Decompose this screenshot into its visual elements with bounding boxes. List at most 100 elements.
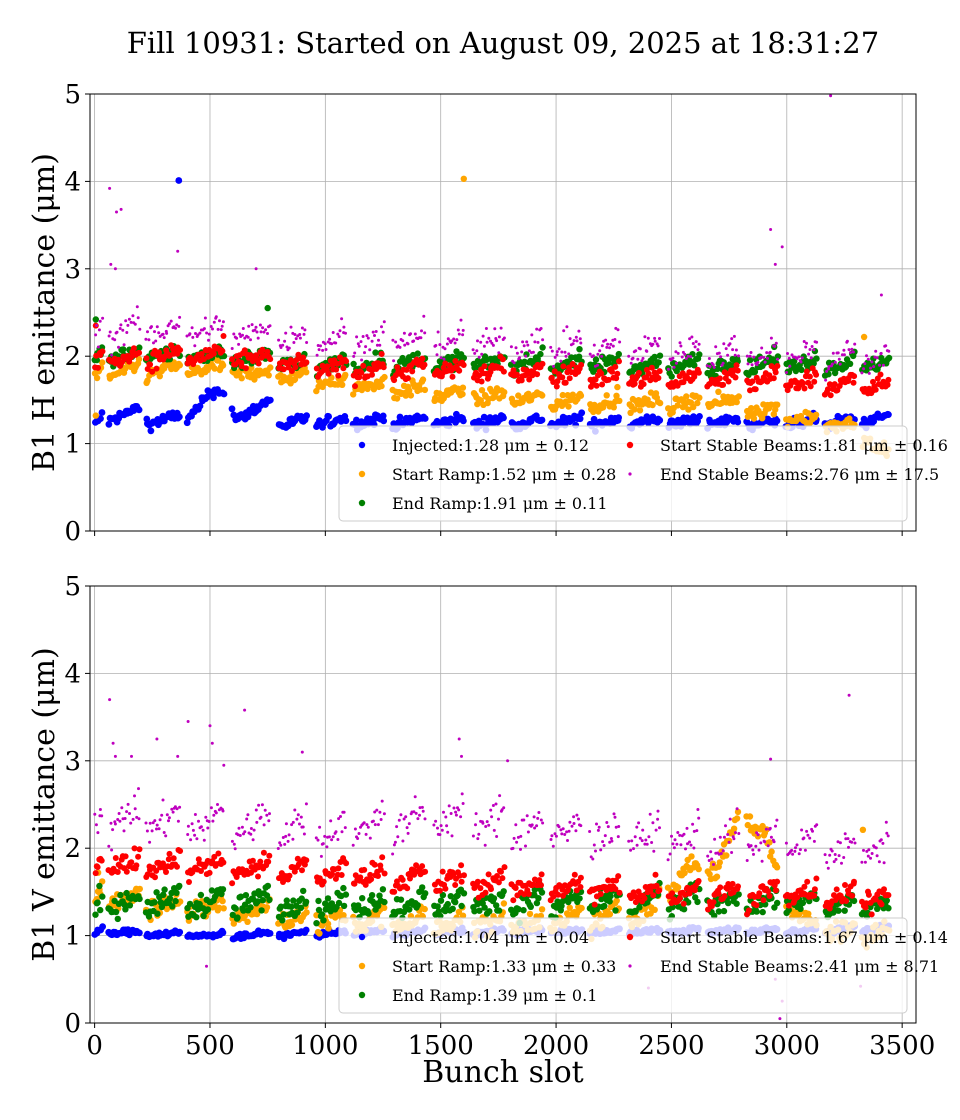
data-point xyxy=(128,354,135,361)
data-point xyxy=(647,888,654,894)
data-point xyxy=(381,898,388,906)
data-point xyxy=(769,835,773,839)
data-point xyxy=(170,807,174,811)
data-point xyxy=(837,357,841,361)
legend-marker xyxy=(358,991,366,999)
data-point xyxy=(575,353,583,360)
data-point xyxy=(238,375,245,382)
data-point xyxy=(825,861,829,864)
data-point xyxy=(99,878,106,885)
data-point xyxy=(634,349,638,353)
data-point xyxy=(875,854,879,858)
data-point xyxy=(113,338,117,342)
data-point xyxy=(750,415,758,422)
data-point xyxy=(521,340,525,344)
data-point xyxy=(105,420,113,428)
data-point xyxy=(683,352,687,356)
data-point xyxy=(675,842,679,846)
data-point xyxy=(117,812,121,815)
data-point xyxy=(439,868,446,875)
data-point xyxy=(324,363,331,370)
data-point xyxy=(203,316,207,320)
data-point xyxy=(299,867,305,874)
data-point xyxy=(418,806,422,810)
data-point xyxy=(549,345,553,349)
data-point xyxy=(597,825,601,829)
data-point xyxy=(569,361,576,367)
data-point xyxy=(682,832,686,836)
data-point xyxy=(107,844,111,848)
data-point xyxy=(881,363,885,367)
data-point xyxy=(726,353,730,357)
x-tick-label: 1500 xyxy=(408,1031,474,1061)
data-point xyxy=(552,364,555,368)
data-point xyxy=(746,356,754,364)
data-point xyxy=(572,822,576,825)
data-point xyxy=(423,817,427,821)
data-point xyxy=(136,344,143,351)
data-point xyxy=(193,813,197,816)
data-point xyxy=(183,419,191,427)
data-point xyxy=(553,832,557,836)
data-point xyxy=(417,386,424,393)
data-point xyxy=(785,906,792,914)
data-point xyxy=(512,885,519,891)
data-point xyxy=(631,356,635,360)
data-point xyxy=(112,908,120,916)
data-point xyxy=(148,840,152,844)
data-point xyxy=(379,412,387,420)
data-point xyxy=(371,861,378,868)
data-point-outlier xyxy=(119,207,123,211)
data-point xyxy=(717,884,724,891)
data-point xyxy=(541,821,545,825)
data-point xyxy=(233,847,237,851)
data-point xyxy=(219,348,226,354)
data-point xyxy=(760,346,764,350)
data-point xyxy=(714,365,721,372)
data-point xyxy=(600,354,604,358)
data-point xyxy=(844,837,848,841)
data-point xyxy=(169,903,176,910)
legend-marker xyxy=(358,933,366,941)
data-point xyxy=(153,889,160,896)
data-point xyxy=(144,337,148,341)
data-point xyxy=(392,843,396,847)
data-point xyxy=(241,347,248,354)
data-point xyxy=(768,826,772,830)
data-point xyxy=(456,872,463,879)
data-point xyxy=(288,903,295,910)
data-point xyxy=(327,835,331,839)
data-point-outlier xyxy=(186,720,190,723)
data-point xyxy=(679,344,683,348)
data-point xyxy=(101,316,105,320)
data-point xyxy=(836,351,840,355)
data-point xyxy=(340,830,344,834)
data-point xyxy=(569,391,576,398)
data-point xyxy=(481,363,488,370)
data-point xyxy=(881,886,887,893)
data-point xyxy=(559,359,563,363)
data-point xyxy=(801,883,808,890)
data-point xyxy=(421,809,425,813)
data-point xyxy=(188,332,192,336)
data-point xyxy=(93,374,101,382)
data-point xyxy=(640,359,644,363)
data-point xyxy=(690,335,694,339)
data-point xyxy=(576,415,584,423)
data-point xyxy=(302,926,310,934)
data-point xyxy=(125,810,129,814)
data-point xyxy=(197,819,200,823)
data-point xyxy=(678,833,682,837)
data-point xyxy=(697,342,701,346)
data-point xyxy=(638,836,642,840)
data-point xyxy=(413,795,417,799)
data-point xyxy=(242,365,249,372)
data-point xyxy=(124,319,128,323)
data-point xyxy=(122,853,129,860)
data-point xyxy=(405,826,409,830)
data-point xyxy=(493,902,500,909)
data-point xyxy=(129,320,133,324)
data-point xyxy=(436,330,440,334)
data-point xyxy=(257,858,264,865)
data-point xyxy=(391,338,395,342)
